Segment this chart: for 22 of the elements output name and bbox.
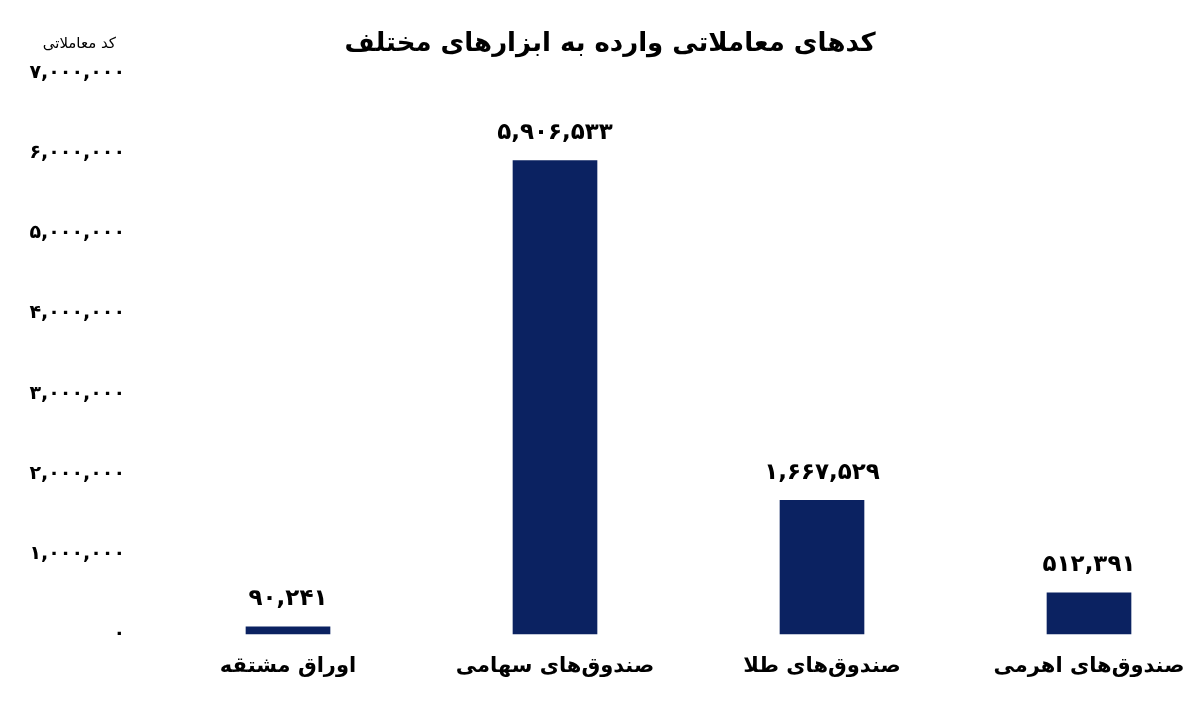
bar xyxy=(779,500,865,635)
chart-title: کدهای معاملاتی وارده به ابزارهای مختلف xyxy=(344,26,877,58)
y-tick-label: ۵,۰۰۰,۰۰۰ xyxy=(29,220,125,243)
x-tick-label: صندوق‌های سهامی xyxy=(455,653,655,678)
y-tick-label: ۷,۰۰۰,۰۰۰ xyxy=(29,59,125,82)
data-label: ۹۰,۲۴۱ xyxy=(248,584,328,611)
x-tick-label: اوراق مشتقه xyxy=(219,653,357,678)
x-tick-label: صندوق‌های طلا xyxy=(743,653,901,678)
data-label: ۵,۹۰۶,۵۳۳ xyxy=(497,118,613,145)
y-tick-label: ۱,۰۰۰,۰۰۰ xyxy=(29,540,125,563)
bar xyxy=(512,160,598,635)
y-tick-label: ۳,۰۰۰,۰۰۰ xyxy=(29,380,125,403)
data-label: ۱,۶۶۷,۵۲۹ xyxy=(764,457,880,484)
y-tick-label: ۰ xyxy=(113,620,125,643)
y-tick-label: ۲,۰۰۰,۰۰۰ xyxy=(29,460,125,483)
data-label: ۵۱۲,۳۹۱ xyxy=(1042,550,1136,577)
bar xyxy=(1046,592,1132,635)
y-axis-title: کد معاملاتی xyxy=(42,33,117,52)
x-tick-label: صندوق‌های اهرمی xyxy=(993,653,1185,678)
bar xyxy=(245,626,331,635)
y-tick-label: ۴,۰۰۰,۰۰۰ xyxy=(29,300,125,323)
y-tick-label: ۶,۰۰۰,۰۰۰ xyxy=(29,140,125,163)
